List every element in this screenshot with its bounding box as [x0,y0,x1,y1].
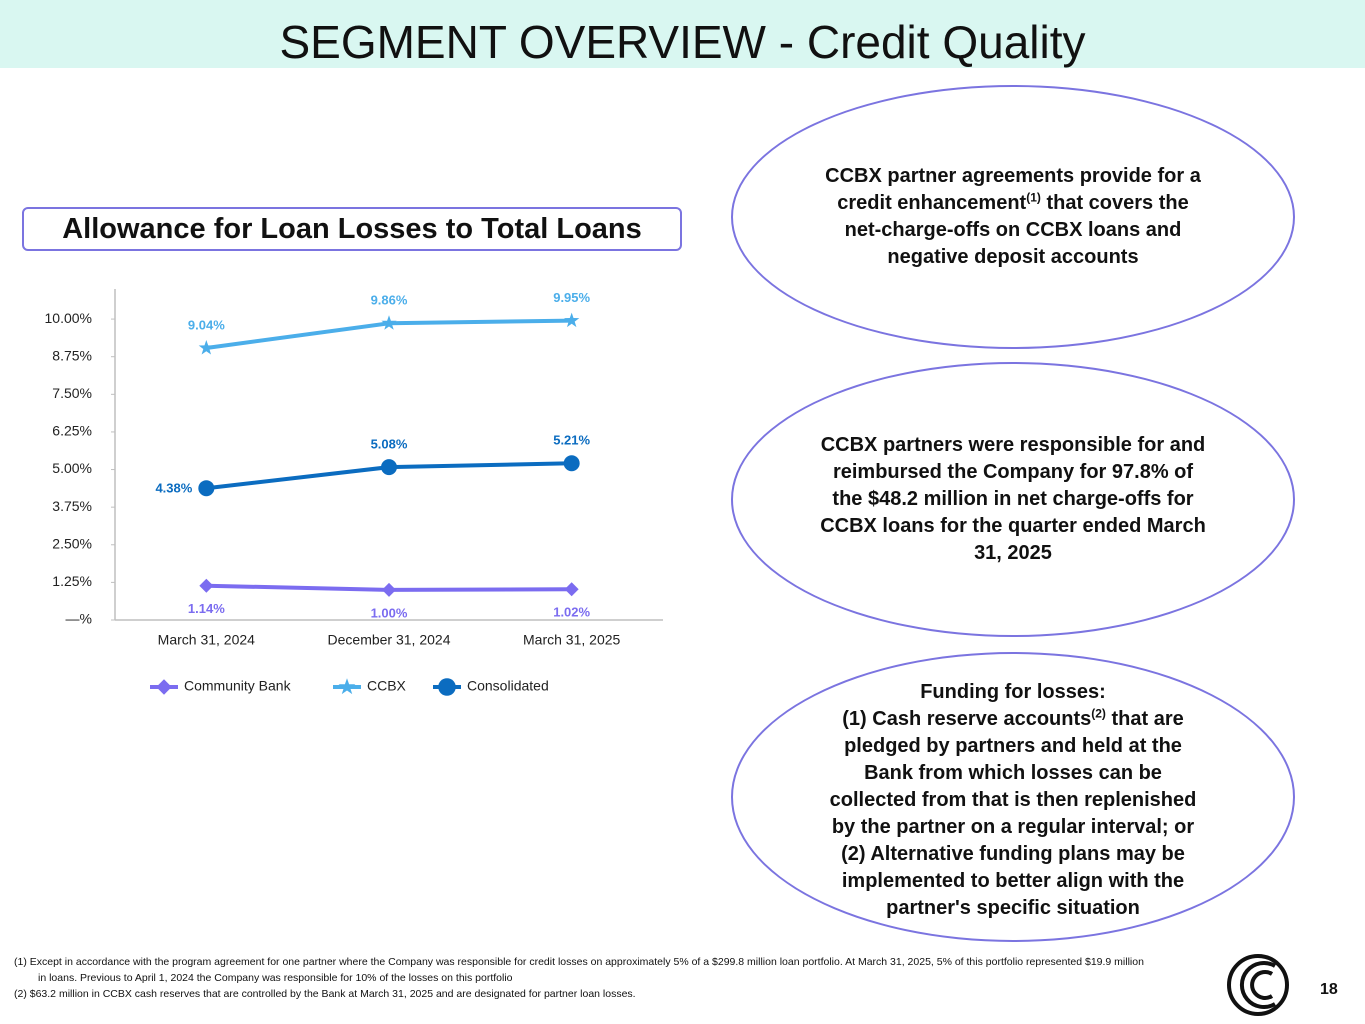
callout-text: that are pledged by partners and held at… [829,707,1197,919]
y-tick-label: 6.25% [52,423,92,439]
legend-marker [338,678,356,695]
y-tick-label: 5.00% [52,460,92,476]
callout: CCBX partner agreements provide for a cr… [731,85,1295,349]
callout: Funding for losses: (1) Cash reserve acco… [731,652,1295,942]
title-band [0,0,1365,68]
y-tick-label: 10.00% [45,310,92,326]
slide-title: SEGMENT OVERVIEW - Credit Quality [279,16,1086,68]
footnote-ref: (2) [1091,705,1106,720]
x-tick-label: March 31, 2025 [523,632,620,648]
callout: CCBX partners were responsible for and r… [731,362,1295,637]
point [564,312,580,328]
x-tick-label: December 31, 2024 [328,632,451,648]
point [563,455,580,472]
point [198,340,214,355]
callout-text: (1) Cash reserve accounts [842,707,1092,730]
point [198,480,215,497]
data-label: 1.00% [371,605,408,620]
data-label: 1.02% [553,605,590,620]
legend-label: CCBX [367,678,407,694]
y-tick-label: —% [66,611,92,627]
callout-text: CCBX partners were responsible for and r… [820,434,1206,564]
legend-label: Consolidated [467,678,549,694]
y-tick-label: 7.50% [52,385,92,401]
data-label: 1.14% [188,601,225,616]
footnotes: (1) Except in accordance with the progra… [14,954,1154,1002]
footnote: (2) $63.2 million in CCBX cash reserves … [14,988,636,1000]
data-label: 9.04% [188,317,225,332]
point [381,315,397,330]
data-label: 4.38% [155,481,192,496]
y-tick-label: 8.75% [52,347,92,363]
data-label: 9.95% [553,290,590,305]
y-tick-label: 2.50% [52,535,92,551]
callout-text: that covers the net-charge-offs on CCBX … [844,192,1189,268]
legend-marker [438,678,456,696]
point [564,582,579,597]
y-tick-label: 1.25% [52,573,92,589]
chart-title: Allowance for Loan Losses to Total Loans [22,207,682,251]
page-number: 18 [1320,981,1338,998]
x-tick-label: March 31, 2024 [158,632,255,648]
footnote-ref: (1) [1026,190,1041,205]
data-label: 9.86% [371,293,408,308]
callout-heading: Funding for losses: [920,680,1106,703]
callout-text: CCBX partner agreements provide for a cr… [825,165,1201,214]
y-tick-label: 3.75% [52,498,92,514]
footnote: (1) Except in accordance with the progra… [14,956,1144,984]
point [381,459,397,476]
point [199,578,214,593]
data-label: 5.08% [371,437,408,452]
legend-label: Community Bank [184,678,292,694]
point [382,582,396,597]
legend-marker [156,679,172,695]
data-label: 5.21% [553,433,590,448]
logo [1227,954,1289,1016]
